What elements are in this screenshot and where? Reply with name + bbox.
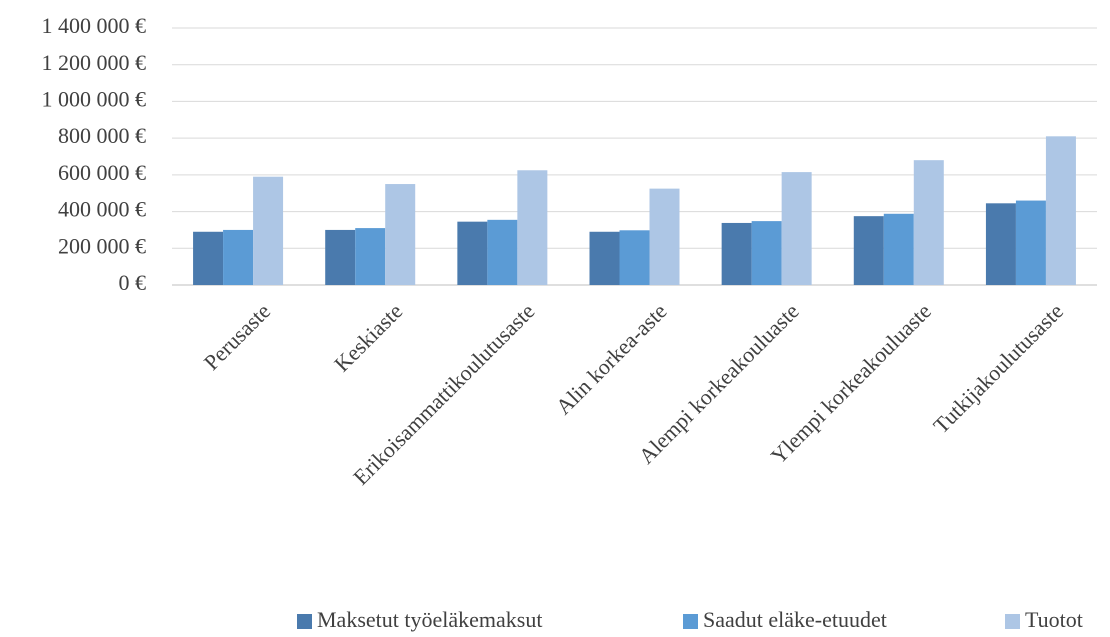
bar (517, 170, 548, 285)
legend-label: Saadut eläke-etuudet (703, 607, 887, 632)
bar (619, 230, 650, 285)
bar (355, 228, 386, 285)
y-tick-label: 0 € (119, 270, 147, 295)
bar (883, 213, 914, 285)
bar (193, 231, 224, 285)
x-tick-label: Tutkijakoulutusaste (928, 298, 1068, 438)
bar (589, 231, 620, 285)
bar (985, 203, 1016, 285)
bar (385, 184, 416, 285)
legend-item: Maksetut työeläkemaksut (297, 607, 542, 632)
bar (223, 229, 254, 285)
x-tick-label: Alin korkea-aste (551, 298, 672, 419)
y-tick-label: 1 400 000 € (42, 13, 147, 38)
bar (457, 221, 488, 285)
legend-item: Tuotot (1005, 607, 1083, 632)
legend-swatch (297, 614, 312, 629)
legend-swatch (683, 614, 698, 629)
bar (751, 221, 782, 285)
legend-label: Tuotot (1025, 607, 1083, 632)
y-tick-label: 1 000 000 € (42, 86, 147, 111)
bar (253, 176, 284, 285)
bar (853, 216, 884, 285)
y-tick-label: 600 000 € (58, 160, 146, 185)
y-tick-label: 400 000 € (58, 197, 146, 222)
bar (325, 229, 356, 285)
x-tick-label: Keskiaste (329, 298, 407, 376)
x-tick-label: Perusaste (199, 298, 275, 374)
y-tick-label: 800 000 € (58, 123, 146, 148)
y-tick-label: 1 200 000 € (42, 50, 147, 75)
bar (649, 188, 680, 285)
legend-item: Saadut eläke-etuudet (683, 607, 887, 632)
y-tick-label: 200 000 € (58, 233, 146, 258)
bar (1045, 136, 1076, 285)
bar (487, 219, 518, 285)
bar (1015, 200, 1046, 285)
legend-swatch (1005, 614, 1020, 629)
bar (913, 160, 944, 285)
legend-label: Maksetut työeläkemaksut (317, 607, 542, 632)
bar (781, 172, 812, 285)
bar (721, 222, 752, 285)
